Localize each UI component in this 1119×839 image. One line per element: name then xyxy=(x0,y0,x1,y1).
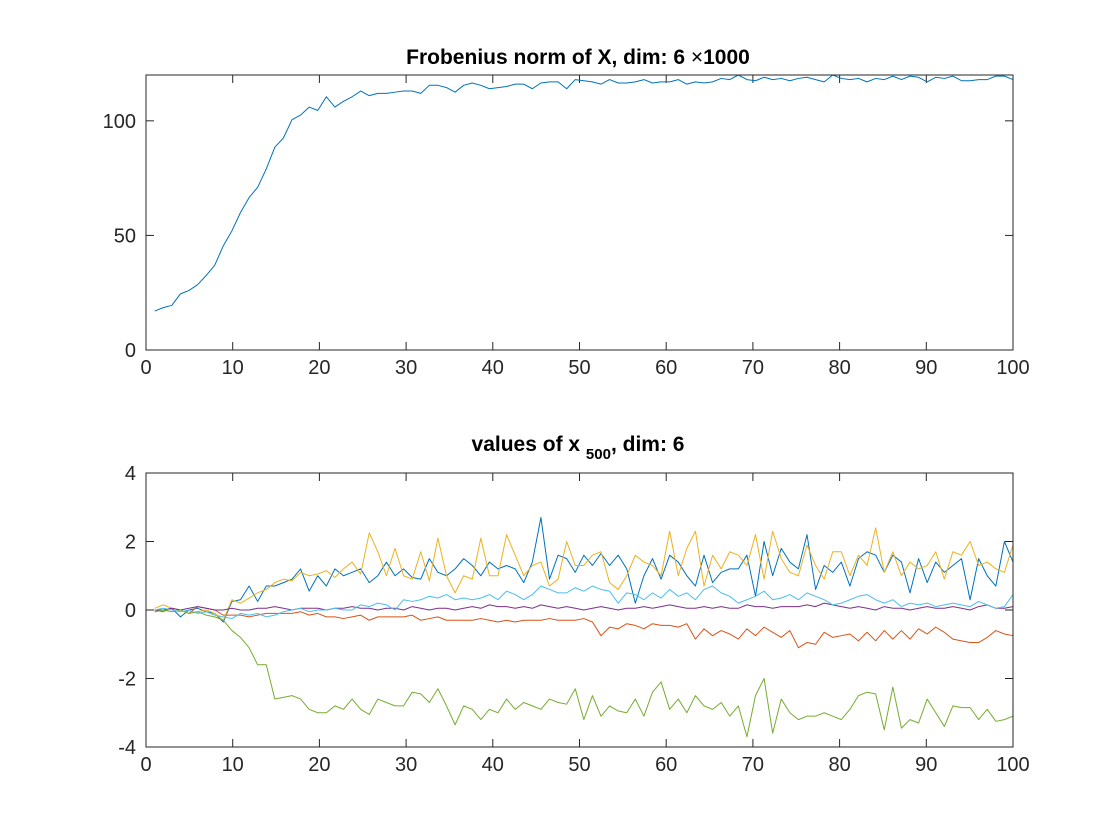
chart-title: values of x 500, dim: 6 xyxy=(472,433,685,463)
plot-values-of-x: values of x 500, dim: 6 0 10 20 30 40 50 60 70 8… xyxy=(118,433,1029,776)
y-tick-label: 50 xyxy=(114,225,136,247)
x-tick-label: 80 xyxy=(828,754,850,776)
x-tick-label: 10 xyxy=(222,357,244,379)
x-tick-label: 0 xyxy=(140,357,151,379)
chart-title: Frobenius norm of X, dim: 6 ×1000 xyxy=(406,46,750,69)
plot-frobenius-norm: Frobenius norm of X, dim: 6 ×1000 0 10 20 3… xyxy=(103,46,1030,379)
y-tick-label: 0 xyxy=(125,600,136,622)
chart-title-text: Frobenius norm of X, dim: 6 xyxy=(406,46,691,69)
y-tick-label: 100 xyxy=(103,111,136,133)
chart-title-prefix: values of x xyxy=(472,433,586,456)
chart-title-subscript: 500 xyxy=(586,446,611,463)
x-tick-label: 100 xyxy=(996,754,1029,776)
x-tick-label: 100 xyxy=(996,357,1029,379)
series-line-2 xyxy=(154,606,1014,649)
x-tick-label: 50 xyxy=(568,357,590,379)
series-line-1 xyxy=(154,74,1014,312)
y-tick-label: 4 xyxy=(125,463,136,485)
x-tick-label: 0 xyxy=(140,754,151,776)
x-tick-label: 70 xyxy=(742,754,764,776)
y-tick-label: -4 xyxy=(118,737,136,759)
chart-title-times: × xyxy=(691,46,703,69)
x-tick-label: 40 xyxy=(482,357,504,379)
x-tick-label: 20 xyxy=(308,754,330,776)
x-tick-label: 10 xyxy=(222,754,244,776)
tick-labels: 0 10 20 30 40 50 60 70 80 90 100 0 50 100 xyxy=(103,111,1030,379)
x-tick-label: 60 xyxy=(655,754,677,776)
axes-box xyxy=(145,74,1014,351)
x-tick-label: 20 xyxy=(308,357,330,379)
series-layer xyxy=(154,517,1014,738)
x-tick-label: 30 xyxy=(395,357,417,379)
tick-labels: 0 10 20 30 40 50 60 70 80 90 100 -4 -2 0 2 4 xyxy=(118,463,1029,776)
series-line-6 xyxy=(154,585,1014,620)
x-tick-label: 40 xyxy=(482,754,504,776)
y-tick-label: 0 xyxy=(125,340,136,362)
axes-box xyxy=(145,472,1014,748)
series-line-5 xyxy=(154,609,1014,738)
chart-title-suffix: , dim: 6 xyxy=(611,433,685,456)
x-tick-label: 30 xyxy=(395,754,417,776)
x-tick-label: 60 xyxy=(655,357,677,379)
x-tick-label: 90 xyxy=(915,754,937,776)
x-tick-label: 70 xyxy=(742,357,764,379)
x-tick-label: 50 xyxy=(568,754,590,776)
y-tick-label: -2 xyxy=(118,669,136,691)
series-line-3 xyxy=(154,527,1014,621)
x-tick-label: 90 xyxy=(915,357,937,379)
y-tick-label: 2 xyxy=(125,532,136,554)
series-layer xyxy=(154,74,1014,312)
x-tick-label: 80 xyxy=(828,357,850,379)
chart-title-count: 1000 xyxy=(703,46,750,69)
